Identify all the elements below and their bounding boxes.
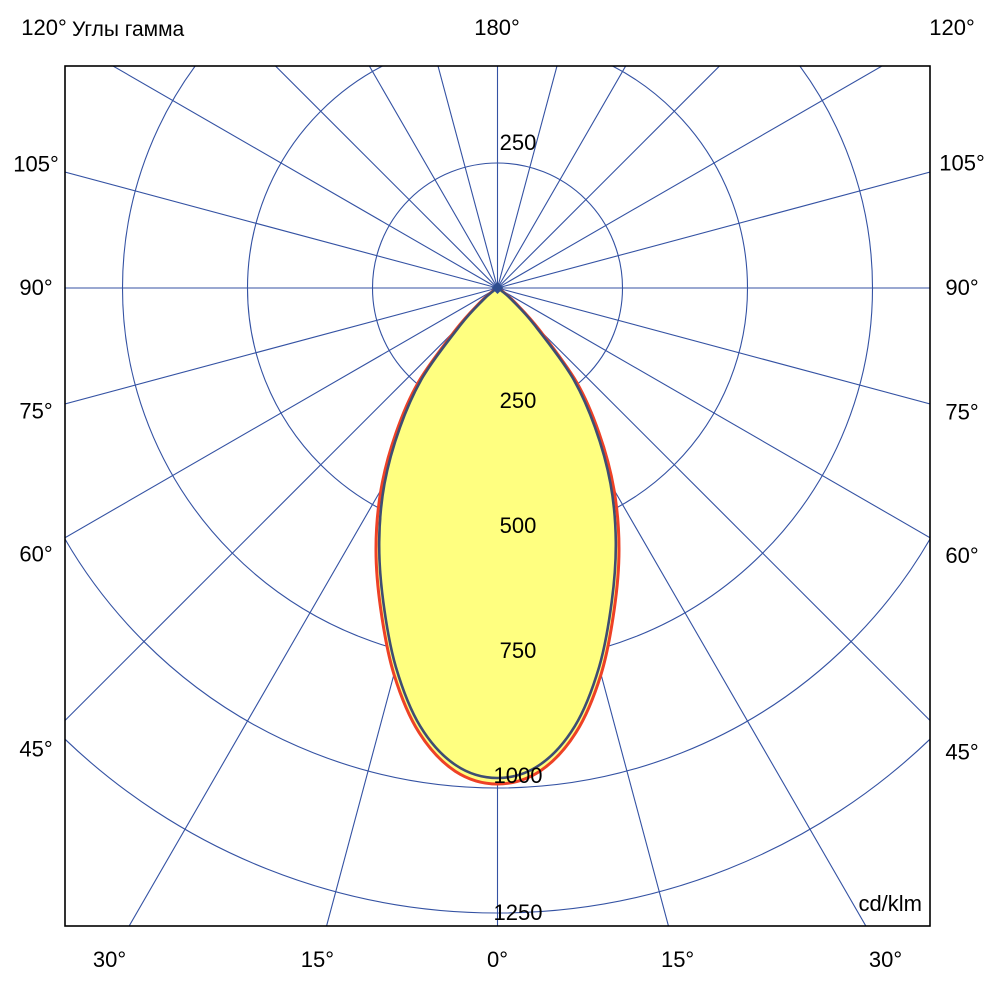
gamma-angle-label-right: 60° <box>945 543 978 568</box>
gamma-label-top-left: 120° <box>21 15 67 40</box>
angle-grid-ray <box>65 287 498 405</box>
gamma-angle-label-bottom: 30° <box>93 947 126 972</box>
gamma-angle-label-left: 60° <box>19 541 52 566</box>
gamma-label-top-right: 120° <box>929 15 975 40</box>
gamma-angle-label-bottom: 30° <box>869 947 902 972</box>
angle-grid-ray <box>437 66 499 289</box>
angle-grid-ray <box>497 287 930 722</box>
gamma-angle-label-right: 45° <box>945 740 978 765</box>
angle-grid-ray <box>496 66 558 289</box>
center-point <box>491 282 504 294</box>
gamma-angle-label-left: 105° <box>13 151 59 176</box>
center-marker <box>491 282 504 294</box>
angle-grid-ray <box>497 287 930 405</box>
radial-tick-label-top: 250 <box>500 130 537 155</box>
plot-frame <box>64 65 931 927</box>
chart-title: Углы гамма <box>72 18 185 41</box>
angle-grid-ray <box>497 66 627 289</box>
angle-grid-ray <box>497 66 721 289</box>
gamma-angle-label-bottom: 15° <box>661 947 694 972</box>
angle-grid-ray <box>65 287 498 539</box>
angle-grid-ray <box>497 66 884 289</box>
radial-tick-label: 250 <box>500 388 537 413</box>
angle-grid-ray <box>274 66 498 289</box>
angle-grid-ray <box>65 287 498 722</box>
axis-labels: 250 500 750 1000 1250 250 105° 90° 75° 60° 45° 105°… <box>13 130 985 972</box>
angle-grid-ray <box>111 66 498 289</box>
radial-tick-label: 750 <box>500 638 537 663</box>
gamma-angle-label-bottom: 15° <box>301 947 334 972</box>
angle-grid-ray <box>497 171 930 289</box>
gamma-angle-label-left: 75° <box>19 399 52 424</box>
gamma-label-top-center: 180° <box>474 15 520 40</box>
gamma-angle-label-right: 75° <box>945 400 978 425</box>
angle-grid-ray <box>65 171 498 289</box>
gamma-angle-label-right: 105° <box>939 151 985 176</box>
gamma-angle-label-left: 90° <box>19 275 52 300</box>
radial-tick-label: 1000 <box>494 763 543 788</box>
intensity-curves <box>374 286 621 786</box>
radial-tick-label: 500 <box>500 513 537 538</box>
inner-curve-blue <box>377 286 618 780</box>
gamma-angle-label-right: 90° <box>945 275 978 300</box>
radial-tick-label: 1250 <box>494 900 543 925</box>
gamma-angle-label-bottom: 0° <box>487 947 508 972</box>
unit-label: cd/klm <box>858 891 922 916</box>
angle-grid-ray <box>368 66 498 289</box>
angle-grid-ray <box>497 287 930 539</box>
gamma-angle-label-left: 45° <box>19 737 52 762</box>
